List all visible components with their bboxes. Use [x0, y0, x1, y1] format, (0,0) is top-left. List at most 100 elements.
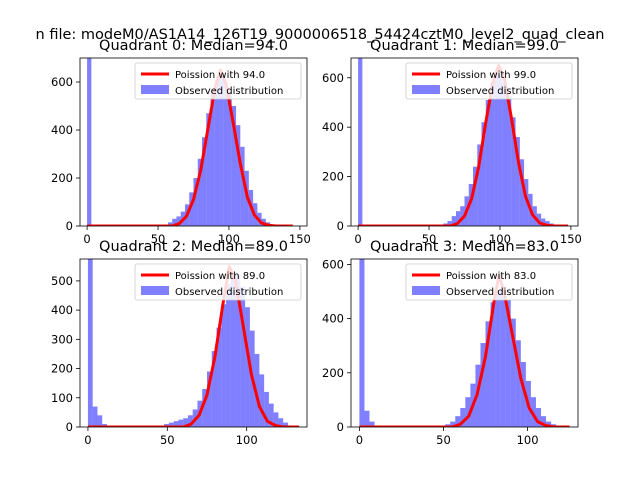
subplot-title: Quadrant 1: Median=99.0: [370, 38, 559, 54]
histogram-bar: [473, 166, 478, 226]
subplots-grid: Quadrant 0: Median=94.0 0 50 100 150 0 200 400 6…: [51, 38, 582, 447]
histogram-bar: [178, 419, 184, 427]
legend-hist-swatch: [412, 85, 440, 94]
histogram-bar: [268, 403, 274, 427]
histogram-bar: [494, 72, 499, 226]
histogram-bar: [477, 144, 482, 226]
x-tick-label: 0: [356, 433, 363, 447]
histogram-bar: [505, 299, 511, 427]
y-tick-label: 200: [322, 366, 344, 380]
histogram-bar: [206, 113, 211, 226]
histogram-bar: [359, 259, 365, 427]
histogram-bar: [465, 397, 471, 427]
histogram-bar: [460, 206, 465, 226]
histogram-bar: [507, 97, 512, 226]
axes-frame: [350, 57, 579, 227]
subplot-quadrant-2: Quadrant 2: Median=89.0 0 50 100 0 100 200 300 4…: [51, 239, 308, 447]
x-tick-label: 50: [160, 433, 175, 447]
histogram-bar: [510, 318, 516, 427]
histogram-bar: [245, 307, 250, 427]
legend: Poission with 99.0 Observed distribution: [405, 62, 573, 100]
histogram-bar: [535, 408, 542, 427]
histogram-bar: [211, 351, 217, 427]
y-tick-label: 0: [337, 420, 344, 434]
legend: Poission with 94.0 Observed distribution: [134, 62, 302, 100]
x-tick-label: 150: [289, 232, 311, 246]
y-tick-label: 0: [66, 219, 73, 233]
y-tick-label: 600: [322, 257, 344, 271]
histogram-bar: [230, 272, 236, 427]
histogram-bar: [524, 179, 529, 226]
histogram-bar: [502, 82, 508, 226]
histogram-bar: [447, 221, 452, 226]
y-tick-label: 0: [337, 219, 344, 233]
histogram-bar: [541, 416, 547, 427]
histogram-bar: [227, 91, 232, 226]
subplot-title: Quadrant 2: Median=89.0: [99, 239, 288, 255]
histogram-bar: [490, 302, 496, 427]
histogram-bar: [87, 58, 92, 226]
x-tick-label: 50: [151, 232, 166, 246]
histogram-bar: [240, 286, 246, 427]
legend-hist-label: Observed distribution: [175, 287, 283, 298]
x-tick-label: 100: [489, 232, 511, 246]
legend-hist-swatch: [141, 286, 169, 295]
legend-poisson-label: Poission with 99.0: [446, 70, 536, 81]
x-tick-label: 150: [560, 232, 582, 246]
histogram-bar: [210, 91, 215, 226]
subplot-quadrant-1: Quadrant 1: Median=99.0 0 50 100 150 0 200 400 6…: [322, 38, 582, 246]
histogram-bar: [226, 283, 231, 427]
histogram-bar: [202, 389, 207, 427]
legend-box: [134, 263, 302, 301]
histogram-bar: [92, 406, 98, 427]
subplot-quadrant-3: Quadrant 3: Median=83.0 0 50 100 0 200 400 600 P…: [322, 239, 579, 447]
histogram-bar: [278, 418, 284, 427]
histogram-bar: [173, 421, 179, 427]
y-tick-label: 200: [51, 362, 73, 376]
histogram-bar: [97, 415, 103, 427]
histogram-bar: [490, 82, 495, 226]
histogram-bar: [223, 82, 228, 226]
legend-hist-label: Observed distribution: [175, 86, 283, 97]
histogram-bar: [202, 137, 207, 226]
histogram-bar: [167, 222, 173, 226]
x-tick-label: 100: [236, 433, 258, 447]
histogram-bar: [240, 146, 245, 226]
histogram-bars: [359, 259, 557, 427]
histogram-bar: [176, 216, 181, 226]
legend-box: [405, 62, 573, 100]
y-tick-label: 300: [51, 332, 73, 346]
y-tick-label: 400: [51, 123, 73, 137]
histogram-bar: [183, 418, 188, 427]
histogram-bar: [193, 178, 198, 226]
x-tick-label: 50: [422, 232, 437, 246]
axes-frame: [79, 57, 308, 227]
x-tick-label: 100: [218, 232, 240, 246]
y-tick-label: 0: [66, 420, 73, 434]
histogram-bar: [369, 421, 375, 427]
figure-title: n file: modeM0/AS1A14_126T19_9000006518_…: [36, 27, 605, 43]
legend-hist-swatch: [141, 85, 169, 94]
histogram-bar: [259, 374, 265, 427]
histogram-bar: [219, 77, 224, 226]
y-tick-label: 600: [51, 75, 73, 89]
histogram-bar: [216, 327, 222, 427]
legend-hist-label: Observed distribution: [446, 86, 554, 97]
histogram-bar: [460, 408, 466, 427]
histogram-bar: [214, 79, 220, 226]
histogram-bar: [254, 353, 260, 427]
histogram-bar: [189, 192, 194, 226]
x-tick-label: 50: [436, 433, 451, 447]
legend-box: [134, 62, 302, 100]
histogram-bar: [451, 216, 456, 226]
histogram-bar: [231, 106, 237, 226]
histogram-bar: [545, 221, 550, 226]
y-tick-label: 400: [322, 312, 344, 326]
histogram-bar: [221, 304, 227, 427]
histogram-bar: [468, 184, 474, 226]
histogram-bar: [495, 291, 501, 427]
histogram-bar: [498, 75, 503, 226]
x-tick-label: 0: [84, 433, 91, 447]
x-tick-label: 0: [83, 232, 90, 246]
